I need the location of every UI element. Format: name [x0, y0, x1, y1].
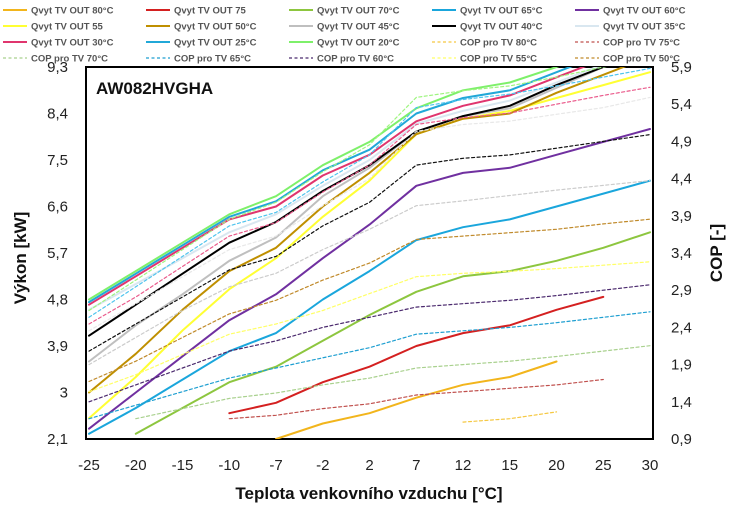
series-line-7: [88, 67, 627, 394]
x-tick-label: 2: [365, 457, 373, 474]
series-line-14: [462, 411, 558, 423]
x-tick-label: 12: [455, 457, 472, 474]
legend-label: COP pro TV 75°C: [603, 38, 680, 49]
x-tick-label: 20: [548, 457, 565, 474]
legend-label: Qvyt TV OUT 20°C: [317, 38, 400, 49]
y-tick-label: 7,5: [47, 152, 68, 169]
series-line-16: [135, 345, 651, 420]
series-line-25: [88, 67, 651, 318]
x-tick-label: 15: [501, 457, 518, 474]
legend-label: COP pro TV 80°C: [460, 38, 537, 49]
series-line-12: [88, 67, 573, 304]
y2-tick-label: 2,4: [671, 319, 692, 336]
series-line-2: [228, 295, 605, 415]
chart-title: AW082HVGHA: [96, 79, 213, 98]
y2-axis-title: COP [-]: [707, 224, 726, 282]
series-line-3: [134, 231, 651, 435]
legend-label: Qvyt TV OUT 50°C: [174, 22, 257, 33]
y2-tick-label: 3,9: [671, 208, 692, 225]
x-axis-ticks: -25 -20 -15 -10 -7 -2 2 7 12 15 20 25 30: [78, 457, 658, 474]
y-tick-label: 6,6: [47, 199, 68, 216]
legend-label: Qvyt TV OUT 55: [31, 22, 104, 33]
series-line-18: [88, 284, 651, 403]
legend-label: COP pro TV 65°C: [174, 54, 251, 65]
series-line-4: [88, 179, 651, 435]
series-line-1: [275, 360, 558, 439]
series-line-26: [88, 67, 608, 312]
series-line-10: [88, 67, 600, 311]
y-tick-label: 3,9: [47, 338, 68, 355]
legend-label: Qvyt TV OUT 75: [174, 6, 247, 17]
series-line-21: [88, 180, 651, 366]
y-tick-label: 9,3: [47, 59, 68, 76]
y2-tick-label: 4,4: [671, 171, 692, 188]
x-tick-label: -25: [78, 457, 100, 474]
x-axis-title: Teplota venkovního vzduchu [°C]: [235, 484, 502, 503]
y-tick-label: 8,4: [47, 106, 68, 123]
x-tick-label: 30: [642, 457, 659, 474]
plot-area: [85, 66, 654, 440]
x-tick-label: -20: [125, 457, 147, 474]
series-line-6: [88, 71, 651, 420]
y2-tick-label: 2,9: [671, 282, 692, 299]
legend-label: Qvyt TV OUT 30°C: [31, 38, 114, 49]
legend-label: Qvyt TV OUT 65°C: [460, 6, 543, 17]
legend-label: COP pro TV 70°C: [31, 54, 108, 65]
legend: Qvyt TV OUT 80°C Qvyt TV OUT 75 Qvyt TV OU…: [3, 6, 686, 65]
x-tick-label: 25: [595, 457, 612, 474]
y2-tick-label: 5,9: [671, 59, 692, 76]
series-line-5: [88, 128, 651, 430]
y2-tick-label: 1,4: [671, 394, 692, 411]
legend-label: COP pro TV 60°C: [317, 54, 394, 65]
y-tick-label: 4,8: [47, 292, 68, 309]
series-line-15: [228, 378, 604, 420]
y-axis-title: Výkon [kW]: [11, 212, 30, 305]
legend-label: Qvyt TV OUT 35°C: [603, 22, 686, 33]
legend-label: Qvyt TV OUT 25°C: [174, 38, 257, 49]
legend-label: Qvyt TV OUT 70°C: [317, 6, 400, 17]
legend-label: Qvyt TV OUT 45°C: [317, 22, 400, 33]
legend-label: COP pro TV 55°C: [460, 54, 537, 65]
legend-label: Qvyt TV OUT 60°C: [603, 6, 686, 17]
series-layer: [88, 67, 651, 439]
series-line-19: [88, 261, 651, 393]
series-line-17: [88, 311, 651, 420]
y2-tick-label: 3,4: [671, 245, 692, 262]
legend-label: Qvyt TV OUT 80°C: [31, 6, 114, 17]
series-line-8: [88, 67, 607, 363]
y2-tick-label: 0,9: [671, 431, 692, 448]
series-line-13: [88, 67, 560, 301]
x-tick-label: -2: [316, 457, 329, 474]
y2-tick-label: 5,4: [671, 96, 692, 113]
y-tick-label: 3: [60, 385, 68, 402]
series-line-24: [88, 86, 651, 325]
x-tick-label: -7: [269, 457, 282, 474]
series-line-20: [88, 218, 651, 383]
y2-tick-label: 4,9: [671, 133, 692, 150]
x-tick-label: -10: [218, 457, 240, 474]
y2-tick-label: 1,9: [671, 357, 692, 374]
y-tick-label: 2,1: [47, 431, 68, 448]
y2-axis-ticks: 0,9 1,4 1,9 2,4 2,9 3,4 3,9 4,4 4,9 5,4 5,9: [671, 59, 692, 448]
x-tick-label: 7: [412, 457, 420, 474]
series-line-22: [88, 134, 651, 352]
y-tick-label: 5,7: [47, 245, 68, 262]
x-tick-label: -15: [172, 457, 194, 474]
series-line-23: [88, 96, 651, 332]
legend-label: COP pro TV 50°C: [603, 54, 680, 65]
y-axis-ticks: 2,1 3 3,9 4,8 5,7 6,6 7,5 8,4 9,3: [47, 59, 68, 448]
legend-label: Qvyt TV OUT 40°C: [460, 22, 543, 33]
